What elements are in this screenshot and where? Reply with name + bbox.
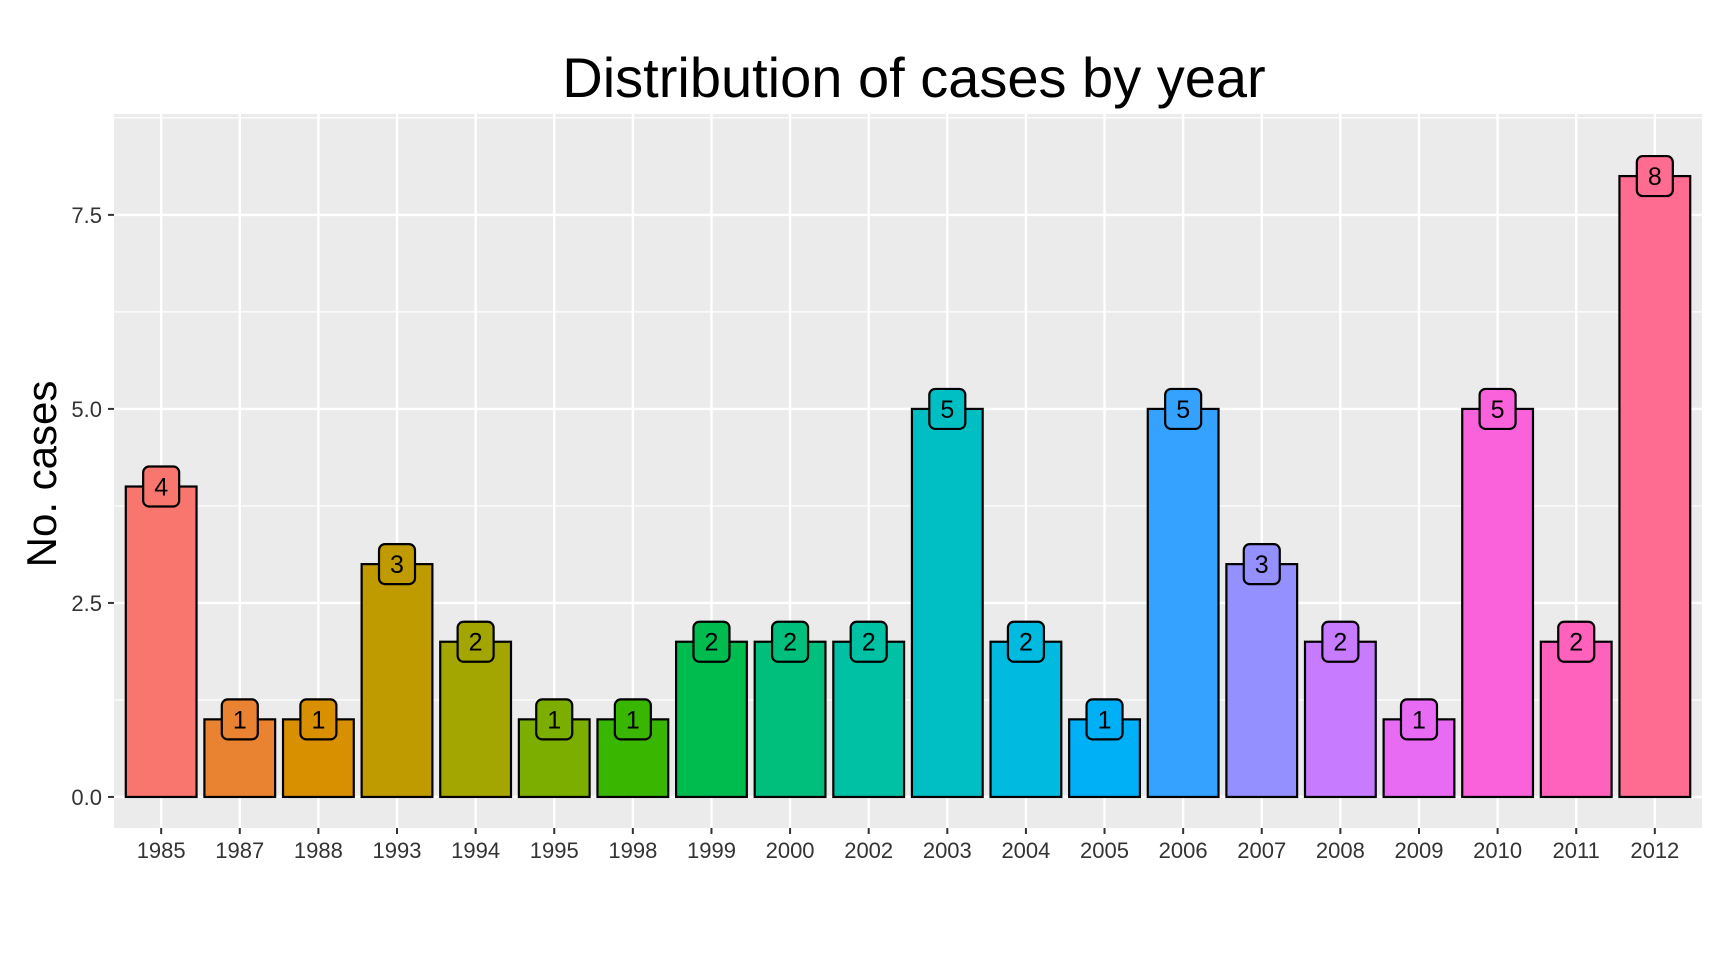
data-label-box [692, 620, 731, 663]
data-label: 2 [862, 629, 876, 657]
data-label-box [377, 543, 417, 586]
data-label: 5 [1176, 396, 1190, 424]
data-label: 2 [705, 629, 719, 657]
x-tick-label: 1994 [451, 838, 500, 863]
data-label-box [613, 698, 652, 741]
data-label: 8 [1648, 163, 1662, 191]
bar-2006 [1146, 407, 1220, 799]
bar-1985 [124, 485, 198, 799]
bar-2011 [1539, 640, 1613, 799]
data-label-box [1006, 620, 1046, 663]
x-tick-label: 2008 [1316, 838, 1365, 863]
data-label: 1 [626, 706, 640, 734]
data-label-box [1321, 620, 1360, 663]
x-tick-label: 1993 [373, 838, 422, 863]
bar-1993 [360, 563, 434, 799]
y-tick-label: 0.0 [71, 785, 102, 810]
data-label-box [849, 620, 888, 663]
data-label-box [299, 698, 338, 741]
x-tick-label: 1998 [608, 838, 657, 863]
x-tick-label: 1995 [530, 838, 579, 863]
x-tick-label: 2011 [1553, 838, 1600, 863]
data-label: 2 [1019, 629, 1033, 657]
data-label-box [1242, 543, 1281, 586]
data-label: 5 [1491, 396, 1505, 424]
data-label-box [220, 698, 259, 741]
data-label: 4 [154, 474, 168, 502]
bar-2002 [832, 640, 906, 799]
x-tick-label: 1988 [294, 838, 343, 863]
data-label-box [928, 387, 967, 431]
data-label-box [1085, 698, 1124, 741]
x-tick-label: 2012 [1630, 838, 1679, 863]
bar-2004 [989, 640, 1063, 799]
data-label-box [1399, 698, 1439, 741]
data-label-box [535, 698, 574, 741]
x-tick-label: 1987 [215, 838, 264, 863]
chart-title: Distribution of cases by year [562, 46, 1265, 109]
bar-2003 [910, 407, 984, 799]
x-tick-label: 1999 [687, 838, 736, 863]
bar-2000 [753, 640, 827, 799]
data-label: 1 [233, 706, 247, 734]
data-label-box [1478, 387, 1517, 431]
bar-2012 [1618, 174, 1692, 799]
x-tick-label: 2010 [1473, 838, 1522, 863]
x-tick-label: 2005 [1080, 838, 1129, 863]
data-label: 3 [390, 551, 404, 579]
y-tick-label: 5.0 [71, 397, 102, 422]
x-tick-label: 2003 [923, 838, 972, 863]
bar-1999 [674, 640, 748, 799]
data-label: 2 [1333, 629, 1347, 657]
x-tick-label: 1985 [137, 838, 186, 863]
y-axis-label: No. cases [18, 381, 65, 568]
data-label: 1 [1412, 706, 1426, 734]
plot-area: 0.0 2.5 5.0 7.5 4 1 1 3 2 1 1 2 2 2 5 2 1 5 3 2 1 5 2 8 1985 1987… [71, 114, 1702, 863]
bar-2010 [1461, 407, 1535, 799]
data-label: 1 [547, 706, 561, 734]
x-tick-label: 2000 [766, 838, 815, 863]
bar-1994 [439, 640, 513, 799]
y-tick-label: 7.5 [71, 203, 102, 228]
x-tick-label: 2006 [1159, 838, 1208, 863]
data-label: 2 [783, 629, 797, 657]
data-label: 2 [1569, 629, 1583, 657]
data-label-box [770, 620, 810, 663]
data-label: 1 [1098, 706, 1112, 734]
data-label-box [142, 465, 181, 508]
data-label: 1 [311, 706, 325, 734]
data-label: 2 [469, 629, 483, 657]
data-label: 5 [940, 396, 954, 424]
y-tick-label: 2.5 [71, 591, 102, 616]
x-tick-label: 2002 [844, 838, 893, 863]
data-label: 3 [1255, 551, 1269, 579]
x-tick-label: 2004 [1001, 838, 1050, 863]
data-label-box [1164, 387, 1203, 431]
bar-2008 [1303, 640, 1377, 799]
bar-2009 [1382, 718, 1456, 799]
data-label-box [456, 620, 495, 663]
data-label-box [1557, 620, 1596, 663]
data-label-box [1635, 154, 1674, 198]
x-tick-label: 2009 [1395, 838, 1444, 863]
x-tick-label: 2007 [1237, 838, 1286, 863]
bar-2007 [1225, 563, 1299, 799]
